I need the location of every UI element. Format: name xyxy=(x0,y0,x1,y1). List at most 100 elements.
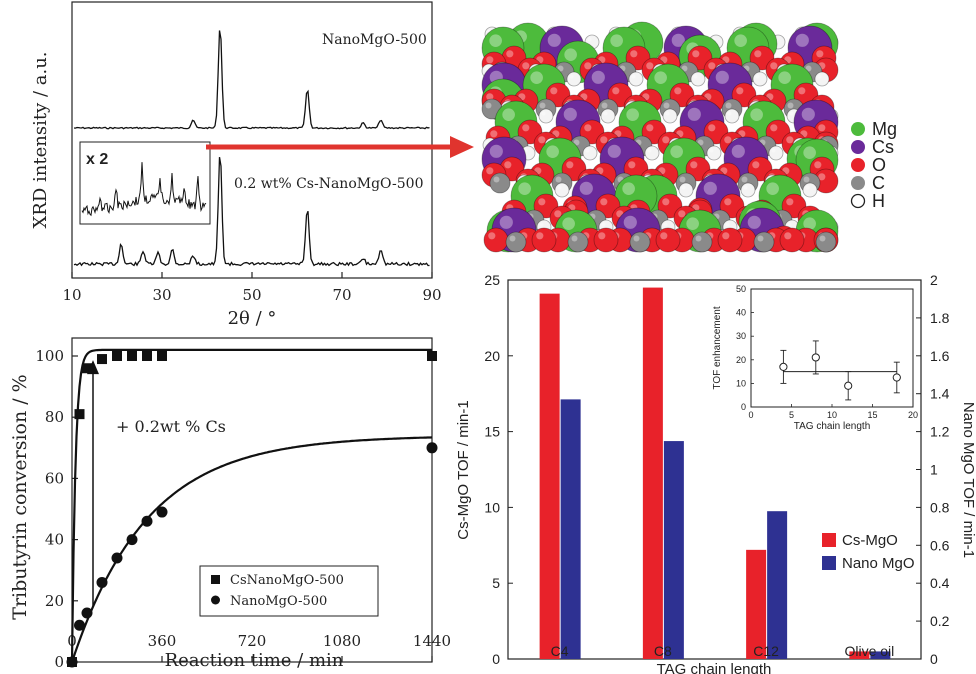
tof-bar-cs-mgo xyxy=(539,293,560,659)
conversion-point-circle xyxy=(111,552,123,564)
tof-legend: Cs-MgO Nano MgO xyxy=(822,532,915,572)
atom-highlight xyxy=(798,87,806,95)
atom-highlight xyxy=(647,148,652,153)
atom-highlight xyxy=(550,87,558,95)
tof-category-label: C4 xyxy=(551,643,569,659)
structure-legend: Mg Cs O C H xyxy=(850,119,897,211)
cs-atom-icon xyxy=(851,140,865,154)
atom-highlight xyxy=(722,232,730,240)
atom-highlight xyxy=(610,34,623,47)
inset-y-tick-label: 50 xyxy=(736,284,746,294)
tof-y2-tick-label: 2 xyxy=(930,272,938,288)
tof-bar-nano-mgo xyxy=(560,399,581,659)
atom-highlight xyxy=(686,217,699,230)
atom-highlight xyxy=(562,217,575,230)
conversion-point-circle xyxy=(156,506,168,518)
atom-highlight xyxy=(490,130,498,138)
legend-label-mg: Mg xyxy=(872,119,897,139)
atom-highlight xyxy=(623,215,637,229)
atom-highlight xyxy=(538,136,546,144)
tof-bars xyxy=(539,287,891,659)
tof-y-tick-label: 25 xyxy=(484,272,500,288)
atom-highlight xyxy=(671,33,685,47)
h-atom-icon xyxy=(850,193,866,209)
atom-highlight xyxy=(757,235,764,242)
atom-highlight xyxy=(725,102,732,109)
tof-y-tick-label: 0 xyxy=(492,651,500,667)
atom-sphere xyxy=(717,227,743,253)
atom-highlight xyxy=(646,62,654,70)
atom-highlight xyxy=(536,232,544,240)
atom-highlight xyxy=(628,161,636,169)
atom-highlight xyxy=(539,102,546,109)
atom-highlight xyxy=(665,111,670,116)
atom-highlight xyxy=(612,87,620,95)
conversion-point-square xyxy=(142,351,152,361)
legend-circle-marker xyxy=(211,595,220,605)
conversion-legend-box xyxy=(199,565,379,617)
conversion-y-tick-label: 0 xyxy=(54,653,64,671)
atom-highlight xyxy=(750,108,763,121)
atom-highlight xyxy=(670,145,683,158)
conversion-x-tick-label: 1080 xyxy=(323,632,361,650)
atom-highlight xyxy=(571,235,578,242)
atom-highlight xyxy=(752,161,760,169)
tof-y-tick-label: 20 xyxy=(484,348,500,364)
legend-swatch-nano-mgo xyxy=(822,556,836,570)
conversion-y-tick-label: 40 xyxy=(45,531,64,549)
atom-highlight xyxy=(607,144,621,158)
atom-highlight xyxy=(795,33,809,47)
atom-highlight xyxy=(631,74,636,79)
atom-highlight xyxy=(563,107,577,121)
atom-highlight xyxy=(766,182,779,195)
atom-highlight xyxy=(601,102,608,109)
tof-y2-tick-label: 0 xyxy=(930,651,938,667)
tof-bar-cs-mgo xyxy=(642,287,663,659)
atom-sphere xyxy=(655,227,681,253)
atom-highlight xyxy=(724,136,732,144)
atom-highlight xyxy=(569,74,574,79)
legend-label-h: H xyxy=(872,191,885,211)
atom-highlight xyxy=(499,215,513,229)
crystal-structure-image xyxy=(481,21,839,253)
atom-highlight xyxy=(789,111,794,116)
atom-highlight xyxy=(566,161,574,169)
conversion-y-tick-label: 80 xyxy=(45,408,64,426)
atom-sphere xyxy=(691,231,713,253)
atom-highlight xyxy=(692,50,700,58)
legend-item-mg: Mg xyxy=(851,119,897,139)
atom-highlight xyxy=(736,87,744,95)
tof-x-axis-label: TAG chain length xyxy=(657,661,772,674)
atom-highlight xyxy=(600,198,608,206)
legend-label-cs-mgo: Cs-MgO xyxy=(842,532,898,549)
atom-highlight xyxy=(603,111,608,116)
atom-highlight xyxy=(727,111,732,116)
atom-highlight xyxy=(803,217,816,230)
atom-sphere xyxy=(600,108,616,124)
conversion-y-axis-label: Tributyrin conversion / % xyxy=(9,374,31,619)
inset-x-tick-label: 15 xyxy=(867,410,877,420)
conversion-point-circle xyxy=(81,607,93,619)
atom-highlight xyxy=(584,124,592,132)
xrd-x-tick-label: 70 xyxy=(332,286,351,304)
tof-y2-axis-label: Nano MgO TOF / min-1 xyxy=(960,402,976,558)
atom-sphere xyxy=(554,182,570,198)
tof-enhancement-inset: 0 5 10 15 20 0 10 20 30 40 50 TOF enhancement TAG … xyxy=(712,284,918,432)
atom-highlight xyxy=(801,107,815,121)
atom-highlight xyxy=(601,222,606,227)
atom-highlight xyxy=(630,50,638,58)
tof-y2-tick-label: 0.6 xyxy=(930,537,950,553)
tof-bar-nano-mgo xyxy=(663,441,684,659)
atom-highlight xyxy=(506,50,514,58)
atom-highlight xyxy=(489,34,502,47)
xrd-inset-trace xyxy=(81,162,207,217)
atom-highlight xyxy=(587,37,592,42)
legend-item-c: C xyxy=(851,173,885,193)
atom-highlight xyxy=(485,102,492,109)
conversion-x-tick-label: 720 xyxy=(238,632,267,650)
tof-axes: C4 C8 C12 Olive oil051015202500.20.40.60.81… xyxy=(484,272,949,667)
annotation-arrow-head xyxy=(87,360,99,375)
